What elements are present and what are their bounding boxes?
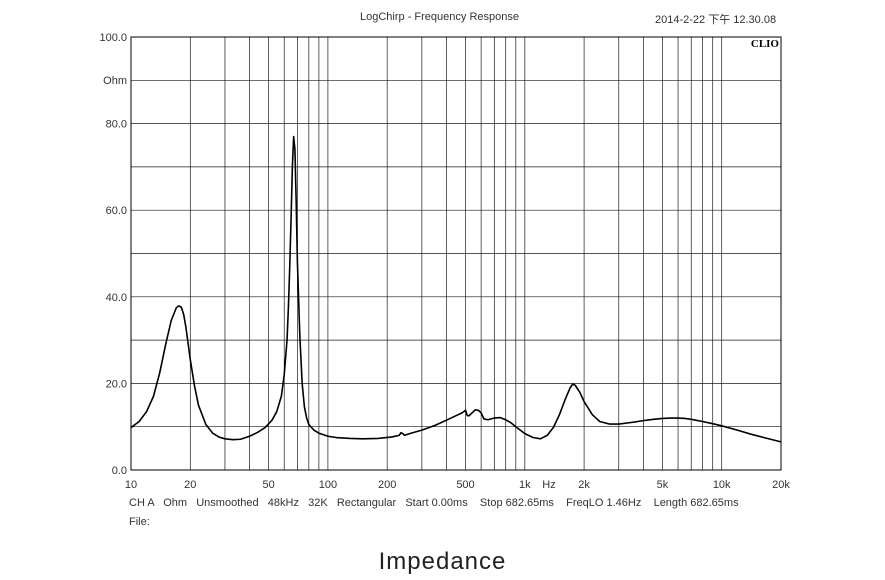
x-tick-label: 5k bbox=[657, 479, 669, 491]
y-axis-unit-label: Ohm bbox=[103, 75, 127, 87]
x-tick-label: 500 bbox=[456, 479, 474, 491]
y-tick-label: 80.0 bbox=[106, 119, 127, 131]
plot-frame bbox=[130, 36, 782, 471]
chart-title: LogChirp - Frequency Response bbox=[360, 11, 519, 23]
clio-brand: CLIO bbox=[751, 38, 780, 50]
x-axis-ticks: 10 20 50 100 200 500 1k 2k 5k 10k 20k bbox=[125, 479, 790, 491]
x-tick-label: 50 bbox=[262, 479, 274, 491]
x-tick-label: 10 bbox=[125, 479, 137, 491]
impedance-curve bbox=[130, 135, 782, 443]
series-group bbox=[130, 135, 782, 443]
y-tick-label: 20.0 bbox=[106, 378, 127, 390]
grid bbox=[131, 37, 781, 470]
caption: Impedance bbox=[378, 548, 507, 575]
y-tick-label: 40.0 bbox=[106, 292, 127, 304]
timestamp: 2014-2-22 下午 12.30.08 bbox=[655, 14, 777, 26]
y-tick-label: 0.0 bbox=[112, 465, 127, 477]
x-tick-label: 20 bbox=[184, 479, 196, 491]
x-tick-label: 100 bbox=[319, 479, 337, 491]
x-tick-label: 20k bbox=[772, 479, 790, 491]
measurement-info: CH A Ohm Unsmoothed 48kHz 32K Rectangula… bbox=[129, 497, 739, 509]
file-label: File: bbox=[129, 516, 150, 528]
x-tick-label: 10k bbox=[713, 479, 731, 491]
y-tick-label: 60.0 bbox=[106, 205, 127, 217]
x-tick-label: 200 bbox=[378, 479, 396, 491]
x-tick-label: 2k bbox=[578, 479, 590, 491]
y-axis-ticks: 0.0 20.0 40.0 60.0 80.0 100.0 bbox=[99, 32, 127, 477]
x-axis-unit-label: Hz bbox=[542, 479, 555, 491]
x-tick-label: 1k bbox=[519, 479, 531, 491]
y-tick-label: 100.0 bbox=[99, 32, 127, 44]
